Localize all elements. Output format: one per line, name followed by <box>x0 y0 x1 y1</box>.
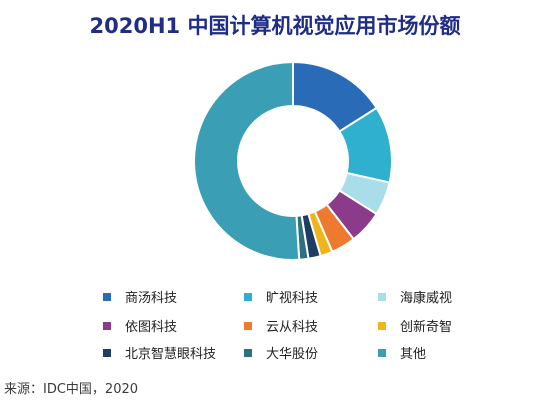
donut-slice-8 <box>193 60 301 261</box>
source-note: 来源：IDC中国，2020 <box>4 382 139 397</box>
chart-title: 2020H1 中国计算机视觉应用市场份额 <box>89 14 461 38</box>
